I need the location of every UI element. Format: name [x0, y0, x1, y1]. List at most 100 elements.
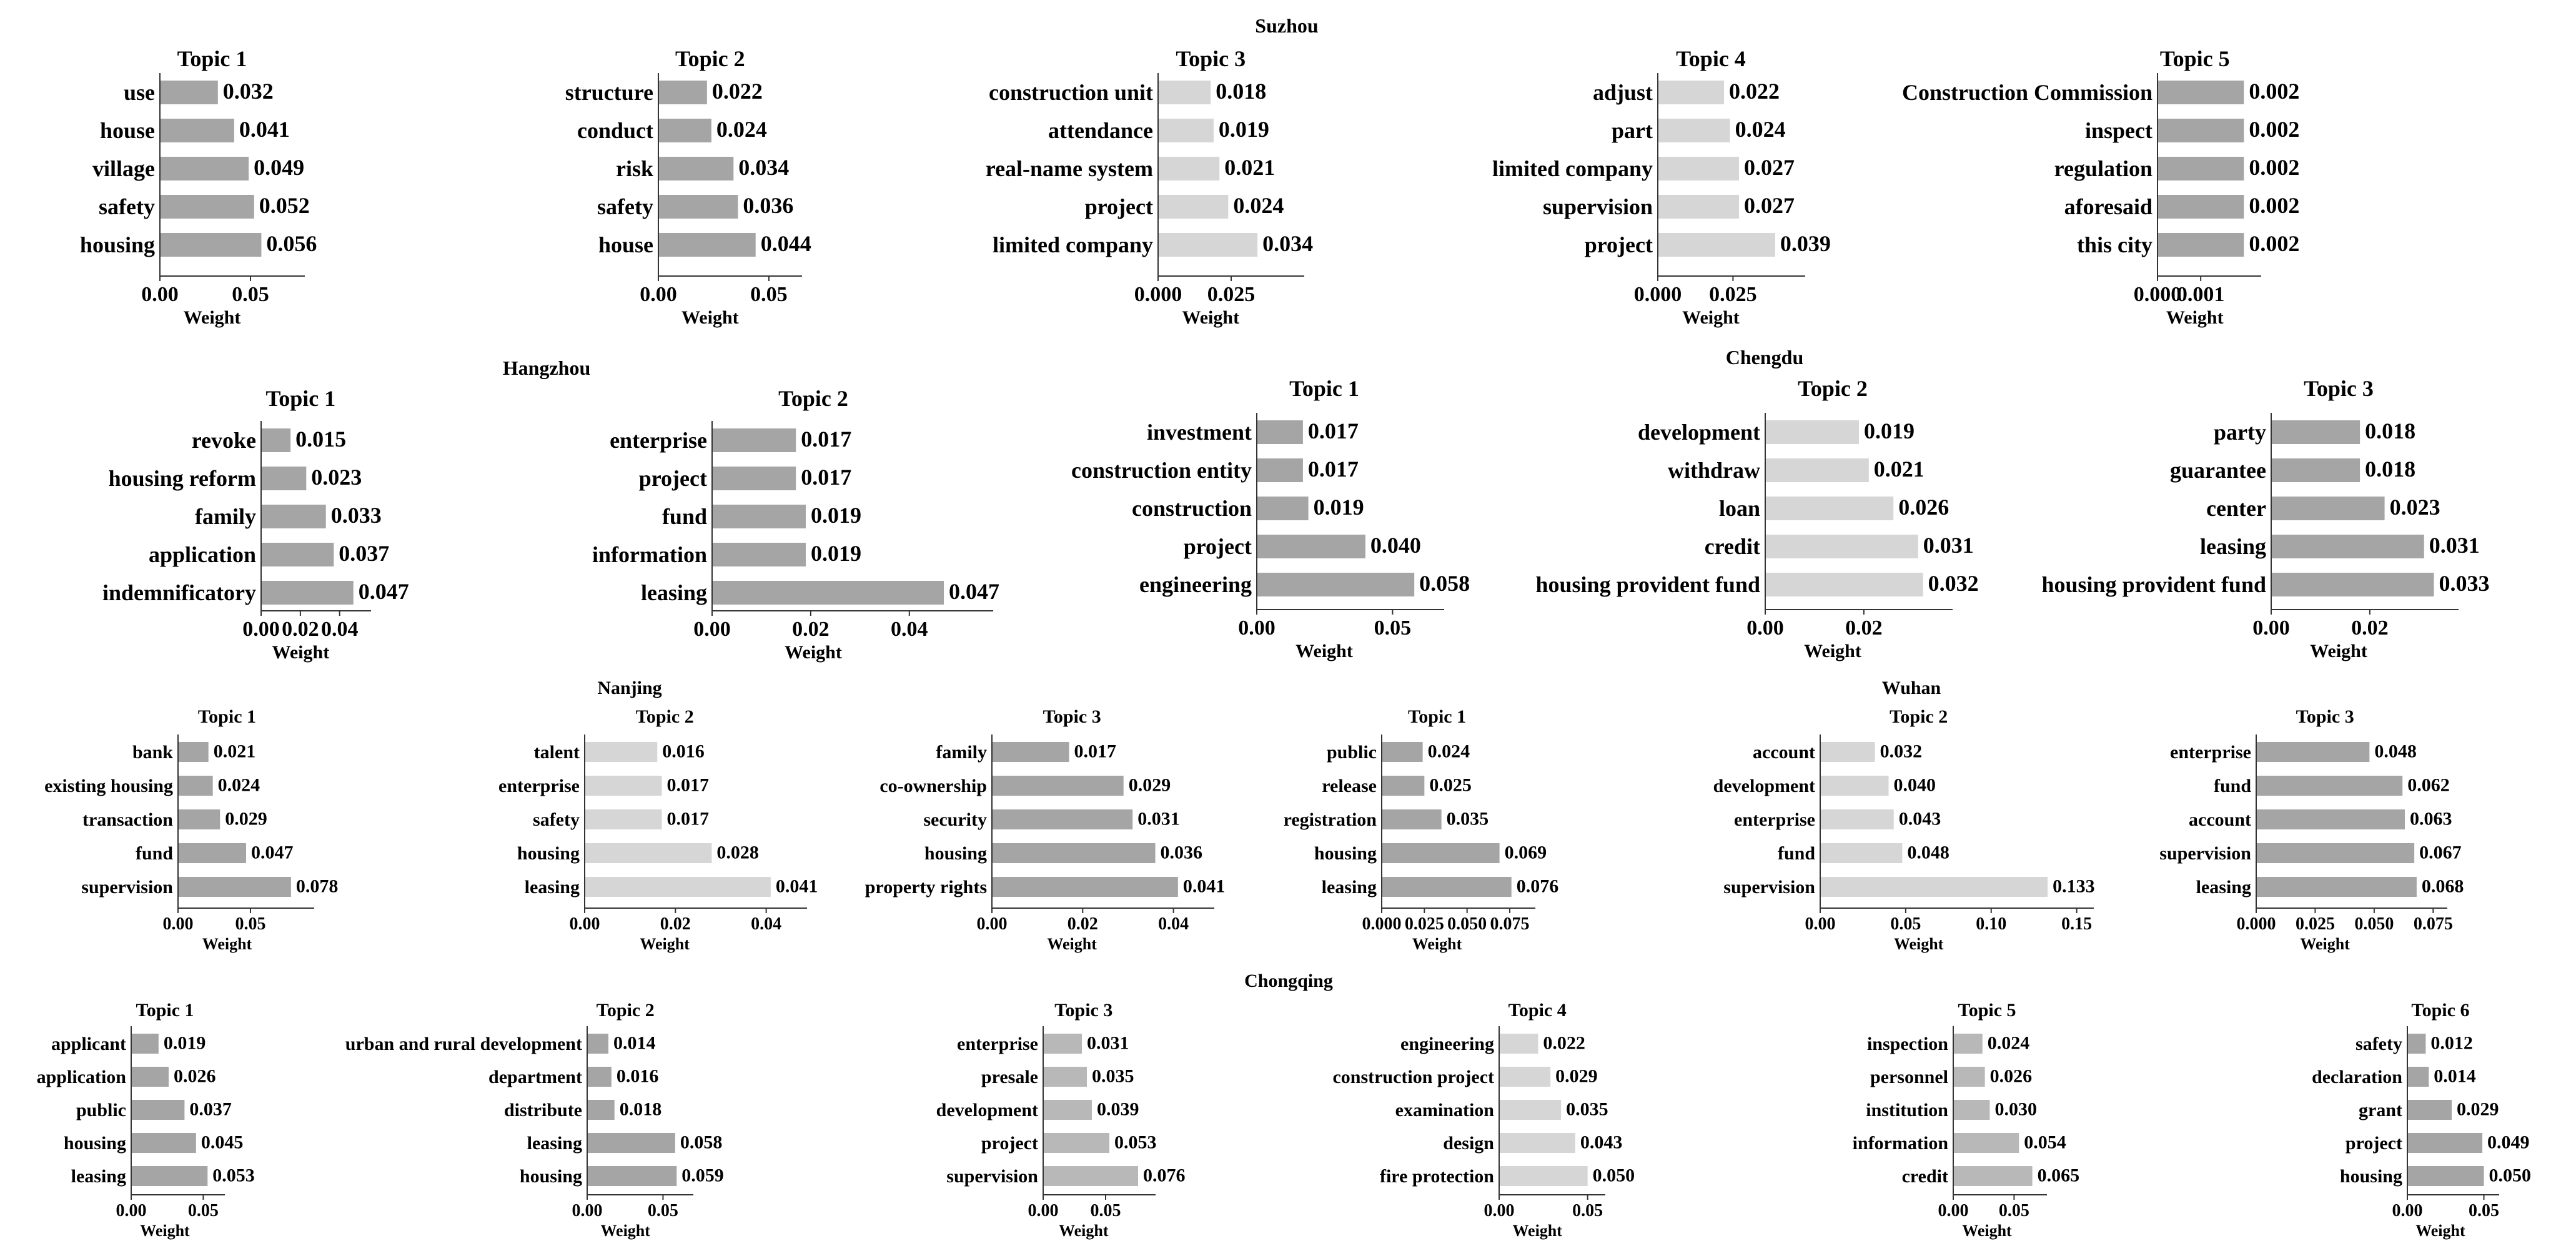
chart-panel-chongqing-topic-2: Topic 2 urban and rural development 0.014 d… [345, 1000, 724, 1240]
chart-title: Topic 3 [2296, 706, 2354, 727]
category-label: limited company [993, 232, 1153, 257]
category-label: party [2214, 420, 2266, 445]
category-label: applicant [51, 1034, 126, 1054]
category-label: project [1085, 194, 1153, 219]
bar [131, 1133, 196, 1153]
x-axis-label: Weight [272, 642, 330, 663]
value-label: 0.062 [2407, 774, 2450, 795]
x-tick-label: 0.00 [1028, 1201, 1059, 1220]
x-tick-label: 0.00 [1238, 616, 1276, 640]
city-title-wuhan: Wuhan [1882, 678, 1941, 698]
category-label: center [2206, 496, 2266, 521]
x-tick-label: 0.02 [2351, 616, 2389, 640]
category-label: housing [520, 1166, 582, 1187]
value-label: 0.019 [811, 541, 861, 566]
bar [1658, 195, 1740, 219]
value-label: 0.047 [251, 842, 294, 863]
x-tick-label: 0.025 [1709, 283, 1757, 306]
bar [1043, 1166, 1138, 1186]
chart-panel-chengdu-topic-3: Topic 3 party 0.018 guarantee 0.018 center 0.0… [2042, 376, 2490, 661]
value-label: 0.021 [1874, 457, 1925, 482]
category-label: engineering [1400, 1034, 1494, 1054]
value-label: 0.056 [266, 231, 317, 256]
x-tick-label: 0.04 [321, 618, 359, 641]
bar [1382, 843, 1500, 863]
bar [1043, 1067, 1087, 1087]
value-label: 0.033 [2439, 571, 2490, 596]
value-label: 0.033 [331, 503, 382, 528]
category-label: housing [80, 232, 155, 257]
bar [261, 428, 291, 452]
bar [587, 1067, 612, 1087]
bar [585, 776, 662, 796]
value-label: 0.024 [1735, 117, 1786, 142]
x-tick-label: 0.05 [235, 914, 265, 934]
value-label: 0.048 [2374, 741, 2417, 761]
city-title-hangzhou: Hangzhou [503, 357, 590, 379]
bar [1499, 1166, 1588, 1186]
x-tick-label: 0.00 [2252, 616, 2290, 640]
value-label: 0.031 [1087, 1032, 1129, 1053]
category-label: house [100, 118, 155, 143]
x-axis-label: Weight [681, 307, 739, 328]
value-label: 0.044 [761, 231, 811, 256]
x-tick-label: 0.00 [141, 283, 179, 306]
chart-panels: Topic 1 use 0.032 house 0.041 village 0.049 saf… [37, 46, 2531, 1240]
bar [2256, 809, 2405, 829]
value-label: 0.018 [2365, 418, 2415, 443]
value-label: 0.025 [1429, 774, 1472, 795]
x-tick-label: 0.05 [1374, 616, 1412, 640]
category-label: use [124, 80, 155, 105]
x-tick-label: 0.00 [1746, 616, 1784, 640]
chart-panel-wuhan-topic-1: Topic 1 public 0.024 release 0.025 registrati… [1284, 706, 1559, 953]
bar [2256, 843, 2415, 863]
bar [1658, 233, 1775, 257]
chart-panel-nanjing-topic-1: Topic 1 bank 0.021 existing housing 0.024 tra… [44, 706, 338, 953]
category-label: grant [2359, 1100, 2402, 1120]
bar [1953, 1166, 2033, 1186]
value-label: 0.021 [1224, 155, 1275, 180]
x-tick-label: 0.001 [2177, 283, 2225, 306]
value-label: 0.041 [239, 117, 290, 142]
value-label: 0.017 [667, 808, 710, 829]
x-tick-label: 0.00 [977, 914, 1008, 934]
category-label: family [195, 504, 256, 529]
bar [178, 742, 209, 762]
value-label: 0.076 [1517, 876, 1559, 896]
category-label: safety [533, 809, 580, 830]
bar [1499, 1100, 1562, 1120]
category-label: leasing [641, 580, 707, 605]
x-tick-label: 0.00 [1805, 914, 1836, 934]
x-axis-label: Weight [1804, 641, 1861, 661]
x-tick-label: 0.15 [2061, 914, 2092, 934]
value-label: 0.002 [2249, 117, 2299, 142]
value-label: 0.037 [339, 541, 389, 566]
bar [1658, 81, 1724, 104]
x-tick-label: 0.000 [2237, 914, 2276, 934]
bar [131, 1034, 159, 1054]
x-axis-label: Weight [1059, 1222, 1109, 1240]
bar [2407, 1067, 2429, 1087]
x-tick-label: 0.00 [242, 618, 280, 641]
x-tick-label: 0.04 [1158, 914, 1189, 934]
chart-title: Topic 2 [636, 706, 694, 727]
category-label: supervision [1723, 877, 1815, 897]
category-label: urban and rural development [345, 1034, 582, 1054]
bar [1257, 420, 1303, 444]
bar [587, 1100, 615, 1120]
category-label: construction unit [989, 80, 1153, 105]
x-axis-label: Weight [1295, 641, 1353, 661]
bar [1158, 195, 1229, 219]
category-label: leasing [527, 1133, 582, 1154]
chart-panel-suzhou-topic-4: Topic 4 adjust 0.022 part 0.024 limited compa… [1492, 46, 1831, 328]
value-label: 0.017 [1308, 457, 1359, 482]
bar [992, 877, 1178, 897]
bar [1158, 81, 1211, 104]
chart-panel-wuhan-topic-3: Topic 3 enterprise 0.048 fund 0.062 account 0.… [2159, 706, 2464, 953]
category-label: presale [981, 1067, 1038, 1087]
bar [261, 581, 354, 605]
x-axis-label: Weight [1962, 1222, 2012, 1240]
x-tick-label: 0.05 [1890, 914, 1921, 934]
x-tick-label: 0.00 [1938, 1201, 1969, 1220]
x-tick-label: 0.025 [1405, 914, 1444, 934]
